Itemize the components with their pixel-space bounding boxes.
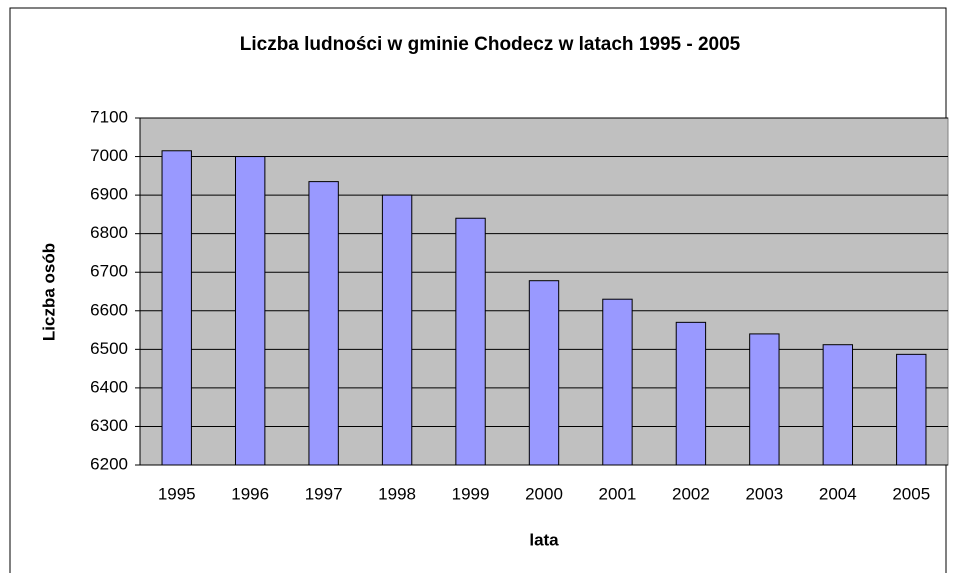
x-tick-label: 2005 xyxy=(892,484,930,503)
x-tick-label: 1997 xyxy=(305,484,343,503)
y-tick-label: 6800 xyxy=(90,223,128,242)
y-tick-label: 7100 xyxy=(90,107,128,126)
bar xyxy=(822,344,854,466)
x-tick-label: 1996 xyxy=(231,484,269,503)
x-tick-label: 1998 xyxy=(378,484,416,503)
y-tick-label: 6600 xyxy=(90,300,128,319)
x-tick-label: 2003 xyxy=(745,484,783,503)
bar xyxy=(602,298,633,466)
x-tick-label: 1995 xyxy=(158,484,196,503)
bar xyxy=(381,194,413,466)
x-tick-label: 2004 xyxy=(819,484,857,503)
bar xyxy=(234,156,266,466)
y-tick-label: 7000 xyxy=(90,146,128,165)
x-tick-label: 2002 xyxy=(672,484,710,503)
x-tick-label: 2001 xyxy=(599,484,637,503)
y-tick-label: 6400 xyxy=(90,377,128,396)
y-tick-label: 6200 xyxy=(90,454,128,473)
y-axis-label: Liczba osób xyxy=(39,243,58,341)
y-tick-label: 6300 xyxy=(90,416,128,435)
chart-title: Liczba ludności w gminie Chodecz w latac… xyxy=(240,34,741,55)
x-tick-label: 2000 xyxy=(525,484,563,503)
x-tick-label: 1999 xyxy=(452,484,490,503)
bar xyxy=(528,280,560,466)
y-tick-label: 6700 xyxy=(90,262,128,281)
bar xyxy=(161,150,192,466)
x-axis-label: lata xyxy=(529,530,559,549)
y-tick-label: 6900 xyxy=(90,185,128,204)
bar xyxy=(675,321,707,466)
bar xyxy=(308,181,339,466)
bar xyxy=(896,353,927,466)
bar xyxy=(455,217,486,466)
bar xyxy=(749,333,780,466)
y-tick-label: 6500 xyxy=(90,339,128,358)
